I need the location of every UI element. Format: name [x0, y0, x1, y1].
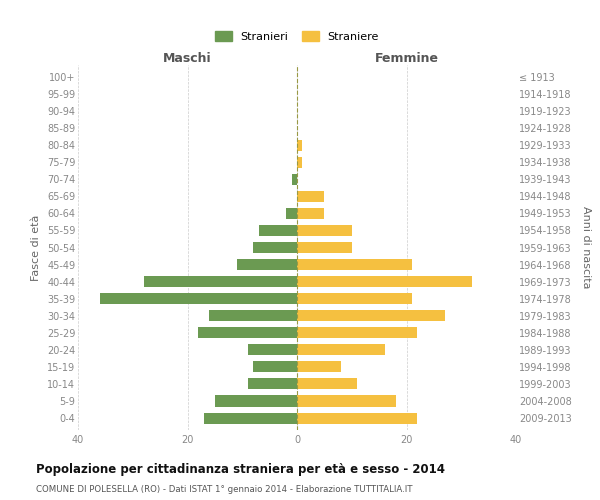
Bar: [297, 259, 412, 270]
Y-axis label: Fasce di età: Fasce di età: [31, 214, 41, 280]
Bar: [199, 327, 297, 338]
Bar: [253, 362, 297, 372]
Bar: [297, 396, 395, 406]
Text: Maschi: Maschi: [163, 52, 212, 65]
Bar: [286, 208, 297, 219]
Bar: [297, 156, 302, 168]
Legend: Stranieri, Straniere: Stranieri, Straniere: [211, 27, 383, 46]
Bar: [204, 412, 297, 424]
Bar: [297, 191, 325, 202]
Bar: [297, 378, 357, 390]
Text: Popolazione per cittadinanza straniera per età e sesso - 2014: Popolazione per cittadinanza straniera p…: [36, 462, 445, 475]
Bar: [144, 276, 297, 287]
Bar: [237, 259, 297, 270]
Bar: [297, 344, 385, 356]
Bar: [297, 310, 445, 322]
Y-axis label: Anni di nascita: Anni di nascita: [581, 206, 591, 289]
Text: Femmine: Femmine: [374, 52, 439, 65]
Bar: [297, 242, 352, 253]
Bar: [248, 378, 297, 390]
Bar: [297, 293, 412, 304]
Bar: [248, 344, 297, 356]
Bar: [297, 412, 418, 424]
Text: COMUNE DI POLESELLA (RO) - Dati ISTAT 1° gennaio 2014 - Elaborazione TUTTITALIA.: COMUNE DI POLESELLA (RO) - Dati ISTAT 1°…: [36, 485, 413, 494]
Bar: [209, 310, 297, 322]
Bar: [297, 362, 341, 372]
Bar: [100, 293, 297, 304]
Bar: [259, 225, 297, 236]
Bar: [297, 327, 418, 338]
Bar: [297, 225, 352, 236]
Bar: [297, 208, 325, 219]
Bar: [297, 276, 472, 287]
Bar: [215, 396, 297, 406]
Bar: [253, 242, 297, 253]
Bar: [297, 140, 302, 150]
Bar: [292, 174, 297, 185]
